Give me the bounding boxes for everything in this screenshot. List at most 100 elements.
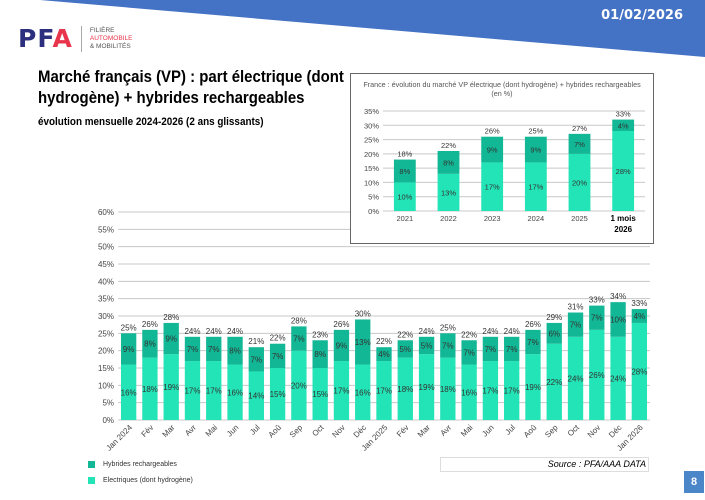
x-tick-label: Jul	[503, 423, 517, 437]
data-label-electric: 16%	[227, 388, 243, 397]
bar-hybrid	[631, 309, 648, 323]
y-tick-label: 30%	[98, 312, 114, 321]
bar-electric	[504, 361, 520, 420]
data-label-total: 24%	[184, 327, 200, 336]
bar-electric	[524, 162, 547, 211]
bar-electric	[612, 131, 635, 211]
bar-hybrid	[355, 319, 371, 365]
data-label-hybrid: 4%	[618, 121, 629, 130]
data-label-electric: 16%	[355, 388, 371, 397]
data-label-electric: 24%	[568, 374, 584, 383]
x-tick-label: Avr	[183, 423, 198, 438]
data-label-electric: 13%	[441, 188, 456, 197]
y-tick-label: 15%	[364, 164, 379, 173]
data-label-hybrid: 7%	[591, 314, 603, 323]
header-band	[40, 0, 705, 57]
data-label-total: 26%	[525, 320, 541, 329]
bar-hybrid	[393, 159, 416, 183]
x-tick-label: Sep	[288, 423, 305, 440]
bar-electric	[355, 364, 371, 420]
legend-electric: Electriques (dont hydrogène)	[88, 477, 193, 484]
data-label-electric: 19%	[525, 383, 541, 392]
data-label-hybrid: 7%	[208, 345, 220, 354]
data-label-hybrid: 8%	[144, 340, 156, 349]
data-label-hybrid: 6%	[548, 329, 560, 338]
y-tick-label: 25%	[364, 136, 379, 145]
x-tick-label: Sep	[543, 423, 560, 440]
bar-electric	[546, 343, 562, 420]
bar-electric	[248, 371, 264, 420]
x-tick-label: Mai	[459, 423, 475, 439]
x-tick-label: Nov	[586, 423, 602, 439]
data-label-electric: 17%	[333, 387, 349, 396]
y-tick-label: 5%	[368, 193, 379, 202]
data-label-hybrid: 4%	[378, 350, 390, 359]
data-label-hybrid: 7%	[506, 345, 518, 354]
data-label-total: 28%	[163, 313, 179, 322]
bar-hybrid	[481, 136, 504, 163]
y-tick-label: 0%	[102, 416, 114, 425]
data-label-hybrid: 7%	[251, 355, 263, 364]
x-tick-label: Mai	[204, 423, 220, 439]
data-label-total: 25%	[528, 127, 543, 136]
bar-electric	[567, 336, 584, 420]
bar-hybrid	[376, 347, 392, 362]
data-label-total: 22%	[376, 337, 392, 346]
x-tick-label: Oct	[310, 423, 326, 439]
bar-hybrid	[418, 336, 435, 355]
data-label-total: 33%	[616, 110, 631, 119]
x-tick-label: Aoû	[267, 423, 283, 439]
x-tick-label: 2023	[484, 214, 501, 223]
bar-hybrid	[397, 340, 413, 358]
data-label-hybrid: 7%	[293, 335, 305, 344]
data-label-electric: 17%	[528, 183, 543, 192]
data-label-electric: 17%	[482, 387, 498, 396]
bar-electric	[227, 364, 243, 420]
x-tick-label: Avr	[439, 423, 454, 438]
x-tick-label: Jul	[248, 423, 262, 437]
data-label-total: 29%	[546, 313, 562, 322]
bar-hybrid	[461, 340, 477, 365]
bar-hybrid	[227, 336, 243, 365]
bar-hybrid	[524, 136, 547, 163]
data-label-electric: 10%	[397, 193, 412, 202]
data-label-hybrid: 7%	[570, 321, 582, 330]
data-label-electric: 20%	[291, 381, 307, 390]
data-label-electric: 19%	[419, 383, 435, 392]
data-label-total: 24%	[504, 327, 520, 336]
y-tick-label: 35%	[364, 107, 379, 116]
x-tick-label: Mar	[161, 423, 177, 439]
data-label-electric: 15%	[270, 390, 286, 399]
y-tick-label: 15%	[98, 364, 114, 373]
bar-electric	[291, 350, 307, 420]
annual-chart: 0% 5% 10% 15% 20% 25% 30% 35% 10% 8% 18% 2021 13% 8% 2…	[364, 107, 645, 234]
data-label-electric: 28%	[616, 167, 631, 176]
y-tick-label: 20%	[98, 347, 114, 356]
x-tick-label: Fév	[395, 423, 411, 439]
data-label-electric: 20%	[572, 178, 587, 187]
bar-electric	[481, 162, 504, 211]
data-label-hybrid: 7%	[463, 348, 475, 357]
data-label-hybrid: 7%	[272, 352, 284, 361]
bar-hybrid	[333, 329, 350, 362]
bar-hybrid	[184, 336, 201, 362]
data-label-electric: 17%	[504, 387, 520, 396]
legend-electric-label: Electriques (dont hydrogène)	[103, 477, 193, 484]
x-tick-label: 1 mois	[610, 214, 636, 223]
bar-electric	[461, 364, 477, 420]
data-label-total: 22%	[441, 141, 456, 150]
bar-electric	[120, 364, 137, 420]
data-label-hybrid: 5%	[421, 341, 433, 350]
data-label-hybrid: 7%	[527, 338, 539, 347]
bar-electric	[631, 322, 648, 420]
data-label-electric: 19%	[163, 383, 179, 392]
bar-electric	[610, 336, 626, 420]
bar-electric	[393, 182, 416, 211]
data-label-total: 33%	[631, 299, 647, 308]
data-label-total: 26%	[333, 320, 349, 329]
data-label-electric: 18%	[440, 385, 456, 394]
data-label-total: 24%	[419, 327, 435, 336]
annual-chart-title: France : évolution du marché VP électriq…	[363, 80, 641, 98]
bar-electric	[163, 354, 179, 420]
bar-hybrid	[546, 322, 562, 344]
